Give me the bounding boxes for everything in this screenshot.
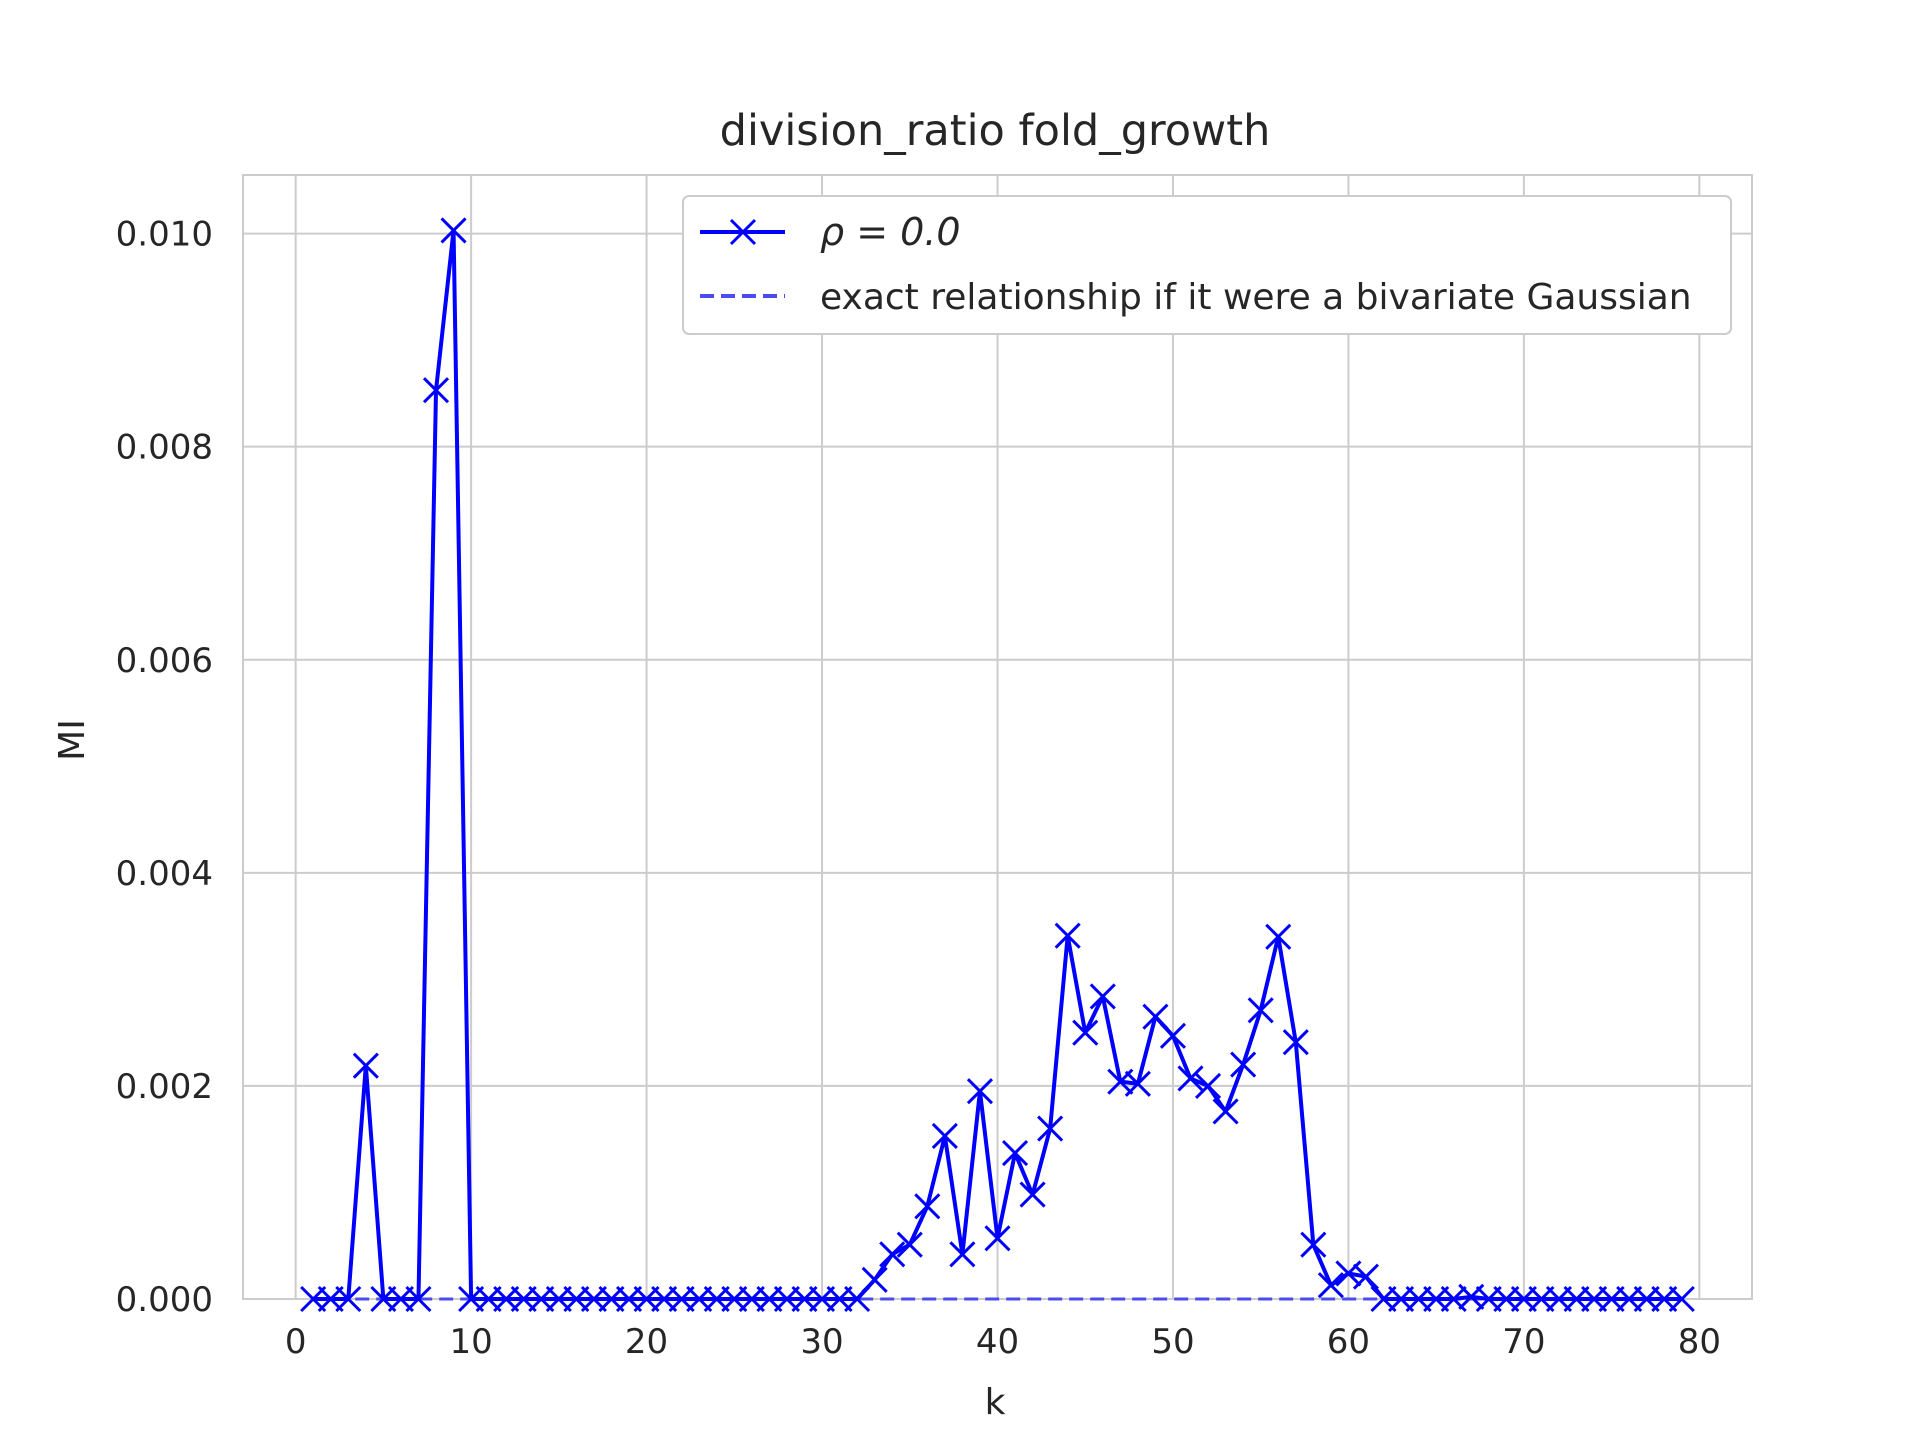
data-point-marker bbox=[1072, 1019, 1099, 1046]
data-point-marker bbox=[1001, 1139, 1029, 1167]
data-point-marker bbox=[1054, 922, 1081, 949]
x-tick-label: 20 bbox=[625, 1322, 668, 1362]
y-tick-label: 0.002 bbox=[116, 1067, 213, 1107]
data-point-marker bbox=[861, 1266, 888, 1293]
data-point-marker bbox=[1177, 1065, 1204, 1092]
y-tick-label: 0.010 bbox=[116, 215, 213, 255]
legend-label-series-2: exact relationship if it were a bivariat… bbox=[820, 277, 1692, 318]
x-tick-label: 70 bbox=[1502, 1322, 1545, 1362]
data-point-marker bbox=[352, 1052, 379, 1079]
data-point-marker bbox=[1212, 1098, 1239, 1125]
legend: ρ = 0.0 exact relationship if it were a … bbox=[682, 195, 1732, 335]
series-layer bbox=[300, 217, 1695, 1313]
data-point-marker bbox=[1089, 983, 1116, 1010]
data-point-marker bbox=[1282, 1029, 1309, 1056]
x-tick-label: 10 bbox=[449, 1322, 492, 1362]
legend-label-series-1: ρ = 0.0 bbox=[820, 210, 961, 254]
x-tick-labels: 0 10 20 30 40 50 60 70 80 bbox=[285, 1322, 1721, 1362]
x-tick-label: 60 bbox=[1327, 1322, 1370, 1362]
data-point-marker bbox=[1124, 1070, 1151, 1097]
data-point-marker bbox=[422, 377, 450, 404]
x-tick-label: 80 bbox=[1678, 1322, 1721, 1362]
data-point-marker bbox=[440, 217, 467, 244]
data-point-marker bbox=[966, 1078, 994, 1105]
data-point-marker bbox=[1317, 1272, 1344, 1299]
x-tick-label: 40 bbox=[976, 1322, 1019, 1362]
data-point-marker bbox=[896, 1231, 923, 1258]
data-point-marker bbox=[931, 1122, 958, 1150]
y-tick-labels: 0.000 0.002 0.004 0.006 0.008 0.010 bbox=[116, 215, 213, 1320]
data-point-marker bbox=[1159, 1022, 1187, 1049]
y-tick-label: 0.006 bbox=[116, 641, 213, 681]
data-point-marker bbox=[1019, 1181, 1046, 1208]
data-point-marker bbox=[1668, 1285, 1695, 1313]
data-point-marker bbox=[405, 1285, 432, 1313]
data-point-marker bbox=[914, 1193, 941, 1220]
y-tick-label: 0.008 bbox=[116, 428, 213, 468]
legend-box bbox=[682, 195, 1732, 335]
y-tick-label: 0.004 bbox=[116, 854, 213, 894]
y-tick-label: 0.000 bbox=[116, 1280, 213, 1320]
data-point-marker bbox=[335, 1285, 362, 1313]
data-point-marker bbox=[1194, 1072, 1222, 1099]
x-tick-label: 50 bbox=[1151, 1322, 1194, 1362]
x-axis-label: k bbox=[985, 1382, 1006, 1423]
y-axis-label: MI bbox=[52, 719, 93, 761]
data-point-marker bbox=[1230, 1051, 1257, 1078]
data-point-marker bbox=[1037, 1115, 1064, 1142]
data-point-marker bbox=[879, 1241, 906, 1268]
data-point-marker bbox=[1300, 1231, 1327, 1258]
data-point-marker bbox=[1247, 997, 1274, 1024]
x-tick-label: 30 bbox=[800, 1322, 843, 1362]
data-point-marker bbox=[1265, 923, 1292, 950]
legend-marker-series-1 bbox=[729, 218, 757, 246]
data-point-marker bbox=[949, 1241, 976, 1268]
x-tick-label: 0 bbox=[285, 1322, 307, 1362]
data-point-marker bbox=[1352, 1263, 1380, 1290]
data-point-marker bbox=[984, 1225, 1011, 1252]
chart-title: division_ratio fold_growth bbox=[720, 106, 1271, 156]
